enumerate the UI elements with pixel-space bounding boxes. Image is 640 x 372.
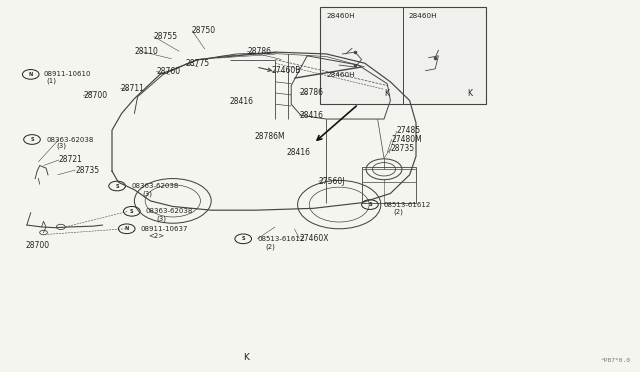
Text: S: S <box>368 202 372 207</box>
Text: 28786: 28786 <box>247 47 271 56</box>
Text: (3): (3) <box>142 190 152 197</box>
Text: 08911-10637: 08911-10637 <box>141 226 188 232</box>
Bar <box>362 167 416 203</box>
Text: (2): (2) <box>266 243 275 250</box>
Text: 27460B: 27460B <box>271 66 301 75</box>
Text: 08363-62038: 08363-62038 <box>46 137 93 142</box>
Text: 28750: 28750 <box>192 26 216 35</box>
Text: 08513-61612: 08513-61612 <box>384 202 431 208</box>
Text: N: N <box>125 226 129 231</box>
Text: S: S <box>115 183 119 189</box>
Text: 28110: 28110 <box>134 47 158 56</box>
Text: 27480M: 27480M <box>392 135 422 144</box>
Text: 28700: 28700 <box>83 92 108 100</box>
Text: 28416: 28416 <box>300 111 324 120</box>
Text: N: N <box>29 72 33 77</box>
Text: ^P87*0.0: ^P87*0.0 <box>600 358 630 363</box>
Text: K: K <box>467 89 472 98</box>
Text: 28760: 28760 <box>156 67 180 76</box>
Text: 08363-62038: 08363-62038 <box>146 208 193 214</box>
Text: 08513-61612: 08513-61612 <box>257 236 305 242</box>
Text: 28755: 28755 <box>154 32 178 41</box>
Text: 27485: 27485 <box>397 126 421 135</box>
Text: K: K <box>384 89 389 98</box>
Text: 28711: 28711 <box>120 84 144 93</box>
Text: (2): (2) <box>393 209 403 215</box>
Text: 28700: 28700 <box>26 241 50 250</box>
Text: 28735: 28735 <box>390 144 415 153</box>
Text: 27460X: 27460X <box>300 234 329 243</box>
Text: (3): (3) <box>56 143 67 150</box>
Text: 08911-10610: 08911-10610 <box>44 71 91 77</box>
Text: 28460H: 28460H <box>326 13 355 19</box>
Text: (3): (3) <box>156 215 166 222</box>
Text: <2>: <2> <box>148 233 164 239</box>
Text: 08363-62038: 08363-62038 <box>132 183 179 189</box>
Text: 28775: 28775 <box>186 59 210 68</box>
Text: S: S <box>241 236 245 241</box>
Text: 28721: 28721 <box>59 155 83 164</box>
Text: 28786M: 28786M <box>255 132 285 141</box>
Text: 28460H: 28460H <box>408 13 437 19</box>
Text: S: S <box>30 137 34 142</box>
Text: S: S <box>130 209 134 214</box>
Text: 28416: 28416 <box>229 97 253 106</box>
Text: 28460H: 28460H <box>326 73 355 78</box>
Text: K: K <box>243 353 250 362</box>
Text: 28416: 28416 <box>287 148 311 157</box>
Text: 28735: 28735 <box>76 166 100 174</box>
Text: 28786: 28786 <box>300 88 324 97</box>
Text: 27560J: 27560J <box>319 177 345 186</box>
Text: (1): (1) <box>47 78 57 84</box>
Bar <box>320 7 486 104</box>
